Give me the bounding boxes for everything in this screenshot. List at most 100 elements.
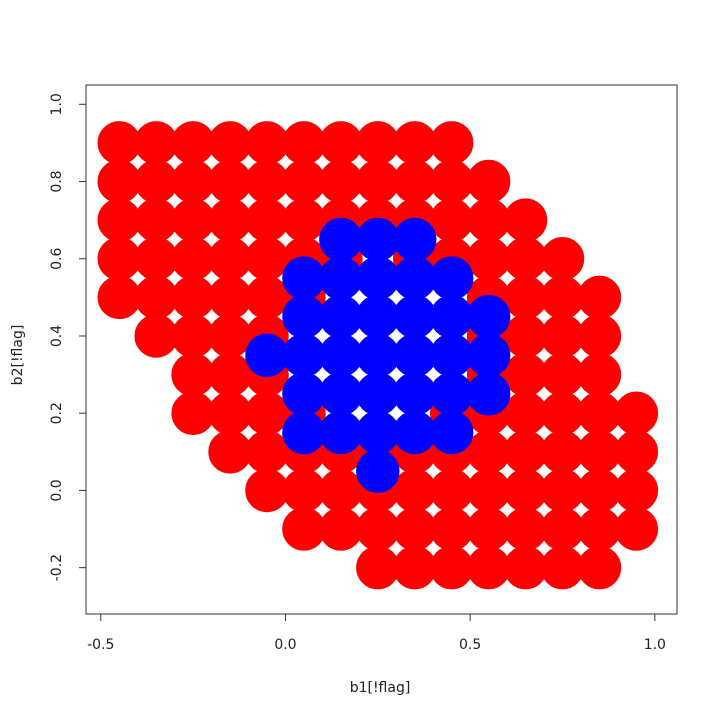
x-tick-label: 0.5 <box>459 637 481 653</box>
point <box>429 159 474 204</box>
point <box>319 410 363 455</box>
point <box>540 545 585 590</box>
point <box>356 121 400 165</box>
point <box>282 333 326 378</box>
y-tick-label: 0.0 <box>49 479 65 501</box>
point <box>245 333 289 378</box>
point <box>356 294 400 339</box>
point <box>319 294 363 339</box>
point <box>429 507 474 551</box>
point <box>614 507 659 551</box>
point <box>319 256 363 300</box>
point <box>171 121 215 165</box>
point <box>577 391 622 435</box>
point <box>319 372 363 416</box>
point <box>466 545 511 590</box>
point <box>429 198 474 242</box>
point <box>356 217 400 262</box>
point <box>319 159 363 204</box>
point <box>503 352 548 397</box>
point <box>282 256 326 300</box>
point <box>577 545 622 590</box>
y-tick-label: 0.2 <box>49 402 65 424</box>
point <box>208 237 252 281</box>
point <box>466 468 511 513</box>
point <box>503 468 548 513</box>
point <box>466 372 511 416</box>
point <box>282 372 326 416</box>
point <box>356 449 400 493</box>
point <box>134 159 178 204</box>
point <box>282 410 326 455</box>
point <box>429 256 474 300</box>
point <box>466 333 511 378</box>
point <box>208 391 252 435</box>
point <box>134 121 178 165</box>
point <box>392 333 437 378</box>
point <box>392 294 437 339</box>
point <box>245 275 289 320</box>
point <box>577 468 622 513</box>
point <box>208 159 252 204</box>
point <box>245 237 289 281</box>
point <box>614 430 659 474</box>
point <box>429 468 474 513</box>
point <box>319 507 363 551</box>
point <box>282 198 326 242</box>
point <box>171 314 215 358</box>
point <box>466 159 511 204</box>
point <box>208 430 252 474</box>
point <box>392 121 437 165</box>
point <box>503 237 548 281</box>
point <box>134 275 178 320</box>
x-tick-label: 1.0 <box>644 637 666 653</box>
point <box>208 198 252 242</box>
point <box>282 468 326 513</box>
point <box>356 410 400 455</box>
point <box>97 237 141 281</box>
x-tick-label: 0.0 <box>274 637 296 653</box>
point <box>245 198 289 242</box>
y-tick-label: 1.0 <box>49 93 65 115</box>
point <box>97 159 141 204</box>
point <box>429 410 474 455</box>
point <box>429 545 474 590</box>
point <box>577 314 622 358</box>
point <box>429 372 474 416</box>
point <box>208 314 252 358</box>
point <box>171 352 215 397</box>
point <box>466 430 511 474</box>
point <box>245 391 289 435</box>
point <box>577 352 622 397</box>
point <box>97 198 141 242</box>
point <box>540 237 585 281</box>
point <box>540 391 585 435</box>
point <box>614 391 659 435</box>
point <box>577 430 622 474</box>
x-tick-label: -0.5 <box>87 637 114 653</box>
point <box>282 294 326 339</box>
point <box>503 275 548 320</box>
point <box>208 275 252 320</box>
point <box>540 468 585 513</box>
point <box>208 352 252 397</box>
point <box>171 237 215 281</box>
y-tick-label: 0.4 <box>49 325 65 347</box>
point <box>134 237 178 281</box>
point <box>503 314 548 358</box>
point <box>392 545 437 590</box>
point <box>466 507 511 551</box>
point <box>282 159 326 204</box>
point <box>356 256 400 300</box>
point <box>577 507 622 551</box>
point <box>466 237 511 281</box>
point <box>245 121 289 165</box>
point <box>540 275 585 320</box>
point <box>503 507 548 551</box>
point <box>503 391 548 435</box>
point <box>245 430 289 474</box>
point <box>540 314 585 358</box>
point <box>134 314 178 358</box>
point <box>429 294 474 339</box>
point <box>392 217 437 262</box>
